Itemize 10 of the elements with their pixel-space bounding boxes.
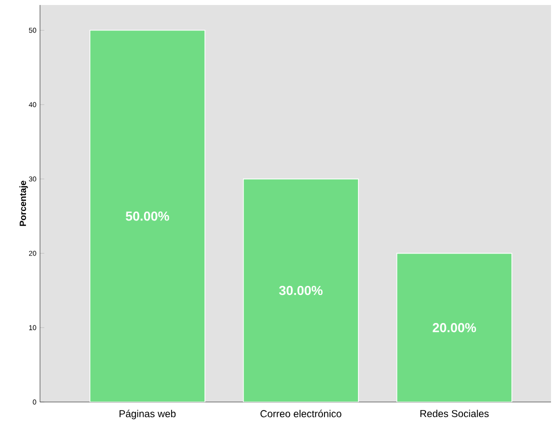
x-tick-label: Correo electrónico	[260, 410, 342, 418]
x-tick-label: Redes Sociales	[420, 410, 489, 418]
data-label: 50.00%	[126, 212, 170, 221]
data-label: 30.00%	[279, 286, 323, 296]
bar	[396, 252, 512, 402]
y-axis-title: Porcentaje	[19, 180, 28, 226]
bar	[242, 178, 359, 402]
bar	[90, 30, 206, 402]
x-tick-label: Páginas web	[120, 410, 176, 420]
data-label: 20.00%	[432, 323, 476, 332]
